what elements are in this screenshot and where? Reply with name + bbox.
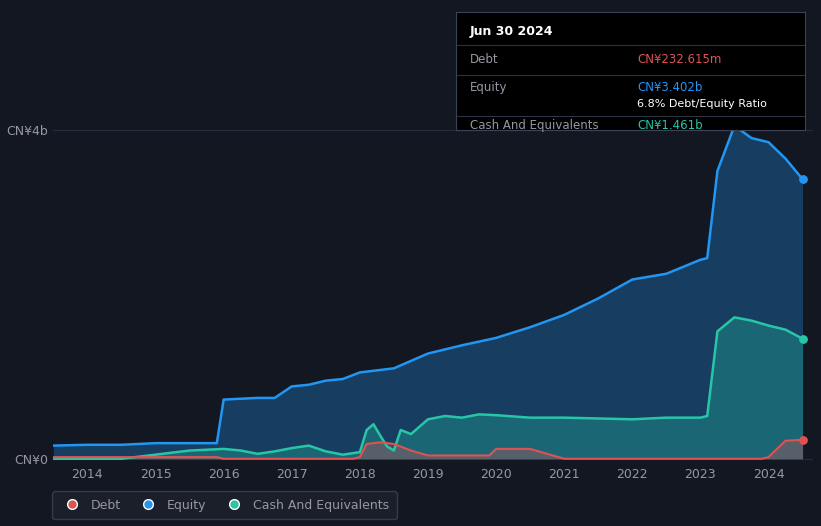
Text: 6.8% Debt/Equity Ratio: 6.8% Debt/Equity Ratio (637, 99, 767, 109)
Text: CN¥1.461b: CN¥1.461b (637, 119, 703, 132)
Point (796, 175, 810, 184)
Legend: Debt, Equity, Cash And Equivalents: Debt, Equity, Cash And Equivalents (52, 491, 397, 519)
Text: CN¥232.615m: CN¥232.615m (637, 53, 722, 66)
Text: Jun 30 2024: Jun 30 2024 (470, 25, 553, 37)
Text: Cash And Equivalents: Cash And Equivalents (470, 119, 599, 132)
Text: Debt: Debt (470, 53, 498, 66)
Text: Equity: Equity (470, 82, 507, 94)
Point (796, 436, 810, 444)
Point (796, 335, 810, 343)
Text: CN¥3.402b: CN¥3.402b (637, 82, 703, 94)
